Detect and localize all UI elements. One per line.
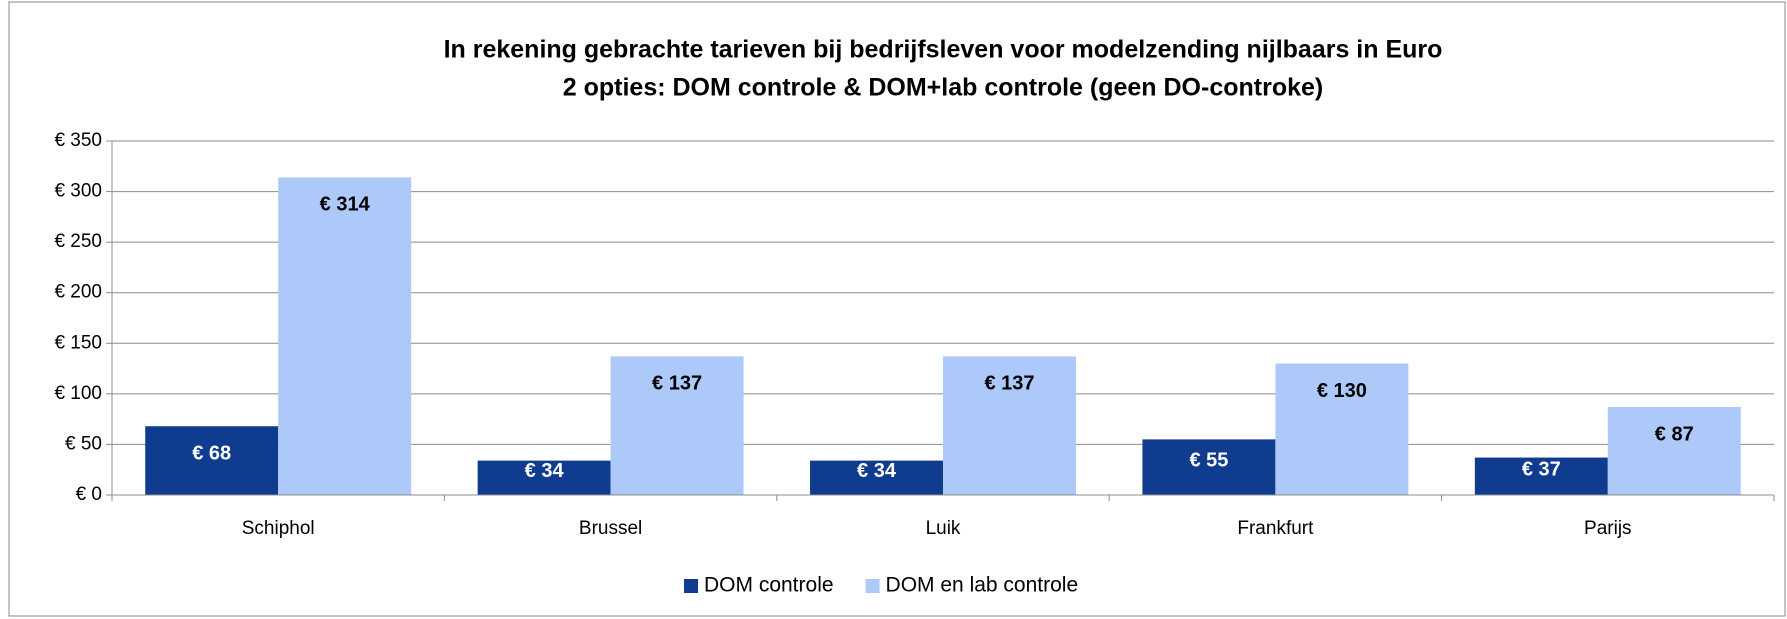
- y-tick-label: € 50: [65, 433, 102, 454]
- y-tick-label: € 200: [54, 282, 102, 303]
- y-tick-label: € 300: [54, 181, 102, 202]
- x-tick-label: Luik: [926, 518, 961, 539]
- y-tick-label: € 100: [54, 383, 102, 404]
- bar: [943, 356, 1076, 495]
- value-label: € 130: [1317, 380, 1367, 402]
- legend-swatch: [684, 579, 698, 593]
- bar: [477, 460, 611, 495]
- bar: [1474, 457, 1608, 495]
- legend-label: DOM en lab controle: [886, 574, 1079, 597]
- bar: [810, 460, 943, 495]
- y-tick-label: € 350: [54, 130, 102, 151]
- x-tick-label: Schiphol: [242, 518, 315, 539]
- chart-title: In rekening gebrachte tarieven bij bedri…: [444, 36, 1443, 64]
- value-label: € 137: [652, 373, 702, 395]
- bar: [145, 426, 279, 495]
- value-label: € 34: [525, 460, 565, 482]
- bar: [610, 356, 744, 495]
- value-label: € 137: [984, 373, 1034, 395]
- bar: [1275, 363, 1409, 495]
- chart-subtitle: 2 opties: DOM controle & DOM+lab control…: [563, 74, 1324, 102]
- value-label: € 68: [192, 443, 231, 465]
- legend-label: DOM controle: [704, 574, 834, 597]
- value-label: € 37: [1522, 459, 1561, 481]
- y-tick-label: € 0: [76, 484, 102, 505]
- bar: [278, 177, 412, 495]
- y-tick-label: € 150: [54, 332, 102, 353]
- bar: [1607, 407, 1741, 495]
- value-label: € 55: [1189, 449, 1228, 471]
- x-tick-label: Frankfurt: [1237, 518, 1314, 539]
- legend-swatch: [865, 579, 880, 593]
- value-label: € 34: [857, 460, 897, 482]
- value-label: € 87: [1655, 423, 1694, 445]
- x-tick-label: Brussel: [579, 518, 642, 539]
- bar: [1142, 439, 1276, 495]
- y-tick-label: € 250: [54, 231, 102, 252]
- value-label: € 314: [320, 194, 371, 216]
- x-tick-label: Parijs: [1584, 518, 1632, 539]
